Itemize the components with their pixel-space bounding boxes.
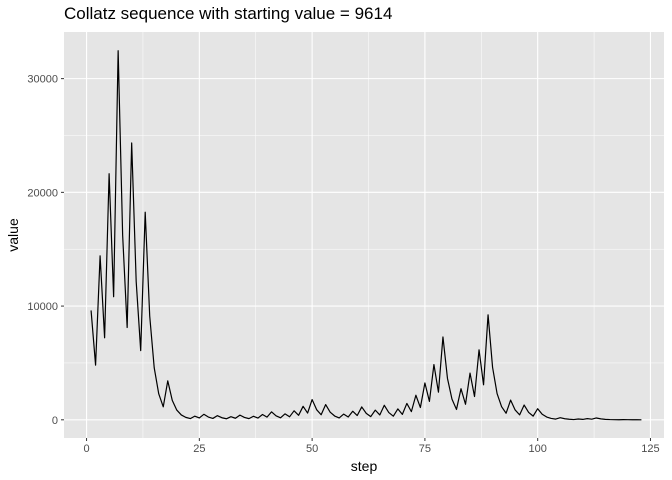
major-gridlines	[64, 32, 664, 438]
x-tick-label: 25	[193, 443, 205, 455]
plot-panel	[64, 32, 664, 438]
y-tick-label: 20000	[27, 187, 58, 199]
y-tick-label: 0	[52, 415, 58, 427]
x-tick-label: 125	[641, 443, 659, 455]
series-line	[90, 50, 642, 421]
series-layer	[90, 50, 642, 421]
x-axis-title: step	[351, 458, 378, 474]
y-tick-label: 30000	[27, 74, 58, 86]
axis-ticks	[61, 78, 651, 441]
axis-tick-labels: 0 25 50 75 100 125 0 10000 20000 30000	[27, 74, 659, 455]
chart-title: Collatz sequence with starting value = 9…	[64, 4, 393, 23]
x-tick-label: 0	[83, 443, 89, 455]
x-tick-label: 50	[306, 443, 318, 455]
y-axis-title: value	[5, 218, 21, 252]
x-tick-label: 75	[419, 443, 431, 455]
y-tick-label: 10000	[27, 301, 58, 313]
x-tick-label: 100	[529, 443, 547, 455]
